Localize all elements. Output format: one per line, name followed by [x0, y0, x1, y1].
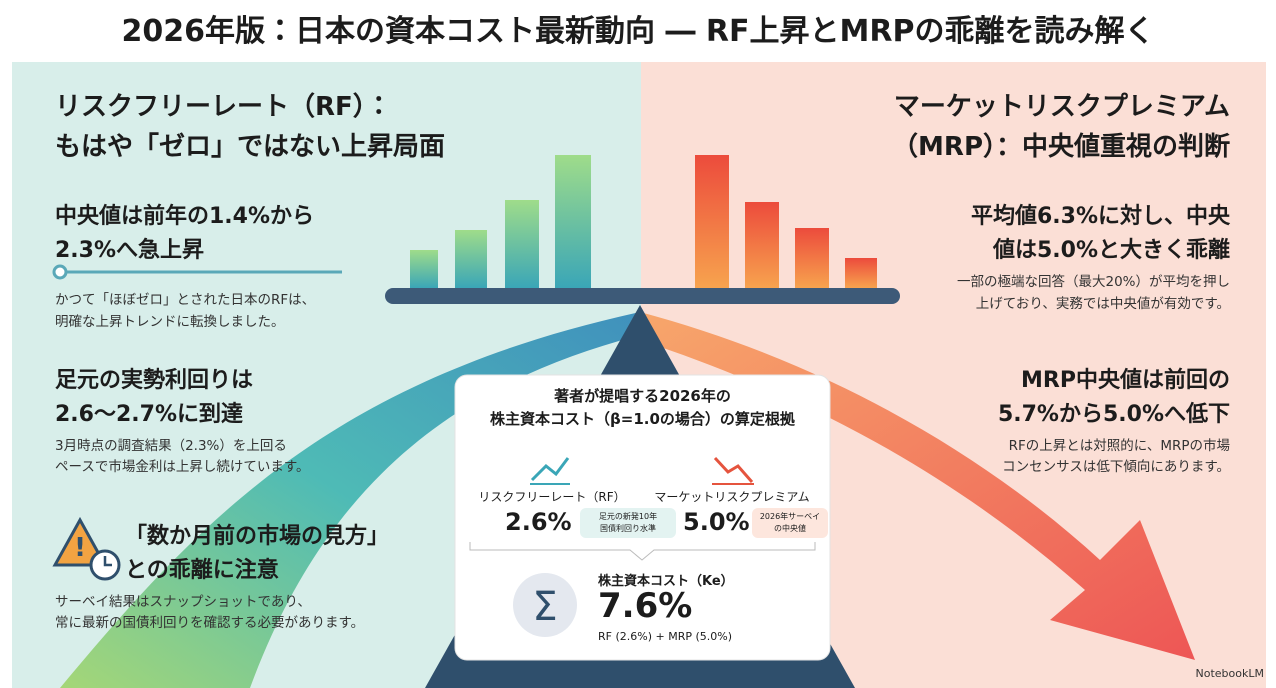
rf-note: 足元の新発10年: [598, 512, 658, 521]
heading: （MRP）：中央値重視の判断: [892, 132, 1230, 162]
section-title: 2.6〜2.7%に到達: [55, 402, 243, 427]
card-title: 株主資本コスト（β=1.0の場合）の算定根拠: [490, 410, 795, 428]
section-body: サーベイ結果はスナップショットであり、: [55, 594, 311, 610]
section-body: かつて「ほぼゼロ」とされた日本のRFは、: [55, 292, 316, 308]
svg-text:Σ: Σ: [532, 584, 557, 630]
section-body: ペースで市場金利は上昇し続けています。: [55, 459, 310, 475]
ke-formula: RF (2.6%) + MRP (5.0%): [598, 630, 732, 643]
heading: マーケットリスクプレミアム: [893, 92, 1230, 122]
footer: NotebookLM: [1195, 667, 1264, 680]
section-title: 足元の実勢利回りは: [55, 368, 254, 393]
heading: もはや「ゼロ」ではない上昇局面: [55, 132, 446, 162]
section-title: 値は5.0%と大きく乖離: [992, 238, 1230, 263]
section-body: コンセンサスは低下傾向にあります。: [1002, 459, 1230, 475]
section-body: 上げており、実務では中央値が有効です。: [975, 296, 1230, 312]
section-body: 明確な上昇トレンドに転換しました。: [55, 314, 285, 330]
section-title: との乖離に注意: [125, 558, 279, 583]
section-body: 一部の極端な回答（最大20%）が平均を押し: [956, 274, 1230, 290]
ke-label: 株主資本コスト（Ke）: [598, 574, 734, 589]
mrp-value: 5.0%: [683, 508, 750, 536]
section-title: 中央値は前年の1.4%から: [55, 204, 315, 229]
card-title: 著者が提唱する2026年の: [554, 387, 731, 405]
rf-note: 国債利回り水準: [600, 524, 656, 533]
ke-value: 7.6%: [598, 586, 693, 626]
mrp-note: 2026年サーベイ: [759, 512, 821, 521]
section-title: 2.3%へ急上昇: [55, 238, 205, 263]
section-body: 3月時点の調査結果（2.3%）を上回る: [55, 438, 287, 454]
section-body: RFの上昇とは対照的に、MRPの市場: [1008, 438, 1230, 454]
mrp-note: の中央値: [774, 524, 806, 533]
mrp-label: マーケットリスクプレミアム: [654, 490, 810, 504]
title: 2026年版：日本の資本コスト最新動向 ― RF上昇とMRPの乖離を読み解く: [121, 14, 1155, 49]
section-title: MRP中央値は前回の: [1021, 368, 1230, 393]
rf-label: リスクフリーレート（RF）: [478, 490, 626, 504]
section-title: 5.7%から5.0%へ低下: [997, 402, 1230, 427]
rf-value: 2.6%: [505, 508, 572, 536]
section-body: 常に最新の国債利回りを確認する必要があります。: [55, 615, 365, 631]
svg-text:!: !: [74, 533, 86, 563]
section-title: 平均値6.3%に対し、中央: [970, 204, 1230, 229]
heading: リスクフリーレート（RF）：: [55, 92, 392, 122]
section-title: 「数か月前の市場の見方」: [125, 524, 390, 549]
